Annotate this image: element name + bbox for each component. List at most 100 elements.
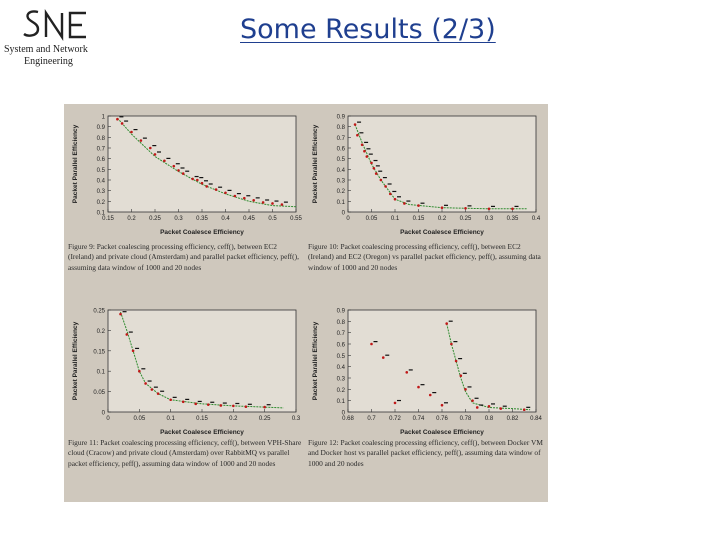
x-tick-label: 0.25 (259, 416, 271, 422)
data-point-label (175, 163, 180, 165)
slide-title: Some Results (2/3) (240, 14, 496, 45)
data-point (177, 169, 180, 172)
data-point (243, 196, 246, 200)
x-tick-label: 0.76 (436, 416, 448, 422)
x-tick-label: 0.1 (391, 216, 400, 222)
data-point (379, 178, 383, 182)
x-tick-label: 0.05 (133, 416, 145, 422)
data-point-label (453, 341, 458, 343)
data-point-label (185, 398, 190, 400)
data-point-label (357, 121, 362, 123)
caption-text: Packet coalescing processing efficiency,… (308, 242, 541, 272)
x-tick-label: 0.3 (174, 216, 183, 222)
data-point-label (199, 177, 204, 179)
data-point-label (366, 148, 371, 150)
data-point-label (197, 400, 202, 403)
y-tick-label: 0.4 (97, 179, 106, 185)
caption-figure-9: Figure 9: Packet coalescing processing e… (68, 242, 302, 273)
data-point (464, 206, 467, 210)
data-point (138, 369, 141, 373)
data-point-label (266, 404, 271, 406)
data-point-label (491, 403, 495, 405)
data-point (144, 382, 147, 385)
data-point (232, 404, 235, 408)
x-tick-label: 0.1 (166, 416, 175, 422)
x-axis-label: Packet Coalesce Efficiency (160, 229, 244, 236)
y-tick-label: 0.25 (93, 309, 105, 315)
data-point (417, 204, 420, 207)
y-tick-label: 0.8 (337, 320, 346, 326)
data-point (363, 149, 366, 153)
data-point-label (166, 157, 171, 159)
figure-9: 0.1 0.2 0.3 0.4 0.5 0.6 0.7 0.8 0.9 1 0.15 0.2 0.25 0… (68, 108, 304, 243)
y-tick-label: 0.8 (97, 136, 106, 142)
data-point-label (458, 358, 463, 360)
data-point-label (210, 401, 215, 403)
y-tick-label: 0.2 (337, 388, 346, 394)
data-point-label (255, 197, 260, 199)
x-tick-label: 0.5 (268, 216, 277, 222)
y-axis-label: Packet Parallel Efficiency (72, 124, 79, 203)
data-point-label (180, 167, 185, 169)
data-point-label (387, 183, 392, 185)
data-point-label (208, 183, 213, 185)
y-axis-label: Packet Parallel Efficiency (312, 124, 319, 203)
y-tick-label: 0.3 (337, 179, 346, 185)
x-axis-label: Packet Coalesce Efficiency (400, 429, 484, 436)
data-point (156, 392, 160, 395)
x-tick-label: 0.7 (367, 416, 376, 422)
figure-12: 0 0.1 0.2 0.3 0.4 0.5 0.6 0.7 0.8 0.9 0.68 0.7 0.72 0… (308, 302, 544, 443)
data-point (280, 203, 284, 206)
x-tick-label: 0.4 (221, 216, 230, 222)
caption-text: Packet coalescing processing efficiency,… (308, 438, 543, 468)
data-point-label (133, 129, 138, 131)
data-point (459, 374, 463, 378)
data-point-label (397, 196, 401, 198)
data-point-label (373, 159, 378, 162)
y-tick-label: 0.3 (97, 189, 106, 195)
data-point (214, 188, 218, 191)
data-point (252, 198, 255, 202)
data-point (139, 139, 143, 142)
data-point-label (227, 189, 232, 191)
data-point-label (124, 120, 129, 122)
data-point (194, 402, 198, 406)
data-point-label (502, 405, 507, 407)
data-point-label (364, 141, 369, 143)
caption-label: Figure 12: (308, 438, 339, 447)
y-tick-label: 0.6 (337, 147, 346, 153)
caption-label: Figure 11: (68, 438, 99, 447)
data-point-label (491, 205, 495, 207)
y-tick-label: 0.9 (337, 309, 346, 315)
data-point-label (378, 170, 383, 172)
data-point-label (153, 386, 158, 388)
logo-line-1: System and Network (4, 44, 88, 55)
data-point (372, 166, 376, 170)
data-point-label (185, 170, 190, 172)
data-point-label (283, 201, 288, 203)
data-point (206, 403, 210, 406)
data-point (261, 201, 265, 204)
x-tick-label: 0.68 (342, 416, 354, 422)
data-point-label (479, 404, 484, 406)
data-point-label (444, 402, 448, 404)
data-point (353, 123, 357, 126)
data-point-label (420, 384, 425, 386)
y-tick-label: 0.9 (97, 125, 106, 131)
y-tick-label: 0.1 (97, 370, 106, 376)
data-point-label (526, 406, 531, 408)
x-tick-label: 0.45 (243, 216, 255, 222)
data-point-label (194, 175, 199, 178)
y-tick-label: 0.7 (97, 147, 106, 153)
data-point-label (160, 390, 165, 392)
x-axis-label: Packet Coalesce Efficiency (400, 229, 484, 236)
plot-area (107, 309, 297, 413)
x-tick-label: 0.2 (438, 216, 447, 222)
x-tick-label: 0.15 (196, 416, 208, 422)
data-point (487, 405, 491, 408)
data-point (172, 164, 176, 168)
y-tick-label: 0.05 (93, 390, 105, 396)
data-point-label (474, 397, 479, 399)
plot-area (347, 115, 537, 213)
fit-line (446, 323, 531, 411)
